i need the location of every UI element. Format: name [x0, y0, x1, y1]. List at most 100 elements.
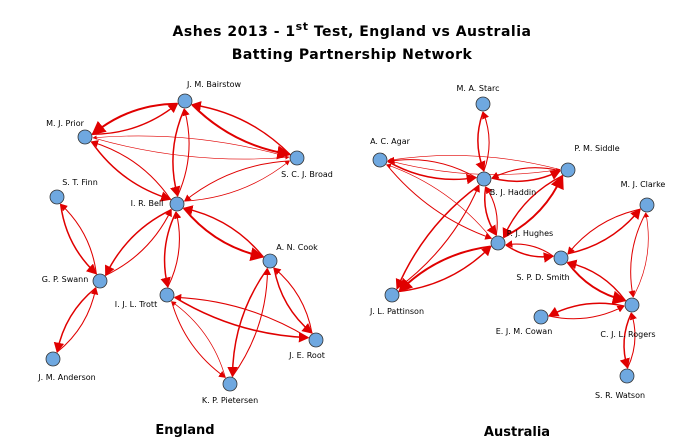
partnership-edge [627, 312, 637, 369]
player-label: M. J. Prior [46, 119, 85, 128]
partnership-edge [177, 108, 190, 197]
player-node [159, 287, 175, 303]
partnership-edge [628, 212, 647, 298]
partnership-edge [396, 184, 480, 290]
partnership-edge [104, 208, 172, 277]
partnership-edge [191, 103, 292, 160]
player-node [45, 351, 61, 367]
partnership-edge [387, 160, 478, 185]
team-label: Australia [484, 425, 550, 440]
player-node [308, 332, 324, 348]
player-label: A. N. Cook [276, 243, 318, 252]
player-node [490, 235, 506, 251]
partnership-edge [387, 155, 561, 170]
partnership-edge [547, 302, 625, 317]
player-node [289, 150, 305, 166]
partnership-edge [632, 212, 650, 298]
partnership-edge [59, 204, 98, 275]
partnership-edge [398, 245, 491, 293]
partnership-edge [273, 267, 313, 334]
partnership-edge [475, 111, 486, 172]
partnership-edge [566, 261, 627, 305]
partnership-edge [491, 167, 561, 179]
player-label: I. J. L. Trott [115, 300, 157, 309]
partnership-edge [105, 208, 172, 276]
partnership-edge [619, 312, 633, 370]
player-label: M. J. Clarke [621, 180, 666, 189]
partnership-edge [567, 208, 641, 255]
player-label: P. J. Hughes [507, 229, 553, 238]
partnership-edge [174, 296, 310, 343]
player-label: J. E. Root [288, 351, 325, 360]
player-node [624, 297, 640, 313]
player-node [639, 197, 655, 213]
partnership-edge [502, 175, 563, 239]
partnership-edge [183, 160, 290, 202]
player-label: I. R. Bell [131, 199, 164, 208]
partnership-edge [90, 141, 172, 202]
partnership-edge [566, 259, 626, 301]
partnership-edge [184, 160, 290, 202]
player-node [222, 376, 238, 392]
partnership-edge [485, 186, 498, 236]
player-label: J. M. Bairstow [186, 80, 242, 89]
partnership-edge [191, 101, 291, 155]
partnership-edge [273, 267, 313, 334]
player-label: A. C. Agar [370, 137, 411, 146]
player-label: E. J. M. Cowan [496, 327, 553, 336]
player-node [553, 250, 569, 266]
partnership-edge [182, 205, 264, 258]
player-node [619, 368, 635, 384]
player-node [262, 253, 278, 269]
partnership-edge [548, 305, 625, 320]
player-label: S. C. J. Broad [281, 170, 333, 179]
partnership-edge [167, 211, 182, 288]
subtitle: Batting Partnership Network [232, 47, 473, 63]
team-label: England [155, 423, 214, 438]
player-label: G. P. Swann [42, 275, 89, 284]
partnership-edge [53, 287, 97, 354]
player-node [475, 96, 491, 112]
partnership-edge [399, 245, 492, 293]
player-label: K. P. Pietersen [202, 396, 258, 405]
title: Ashes 2013 - 1st Test, England vs Austra… [173, 20, 532, 40]
partnership-edge [386, 164, 493, 240]
partnership-edge [92, 103, 179, 135]
partnership-edge [567, 208, 641, 255]
edges [53, 101, 650, 378]
partnership-edge [505, 244, 555, 263]
partnership-edge [171, 301, 226, 378]
title-text: Test, England vs Australia [308, 24, 531, 40]
partnership-edge [386, 163, 492, 239]
partnership-edge [173, 293, 309, 339]
partnership-edge [387, 160, 561, 175]
player-node [560, 162, 576, 178]
player-node [384, 287, 400, 303]
partnership-edge [505, 240, 554, 257]
player-node [49, 189, 65, 205]
player-label: S. T. Finn [62, 178, 98, 187]
partnership-edge [503, 174, 564, 239]
partnership-edge [56, 287, 99, 353]
player-node [476, 171, 492, 187]
title-superscript: st [296, 20, 309, 33]
partnership-edge [482, 111, 490, 172]
partnership-edge [387, 156, 477, 179]
player-node [169, 196, 185, 212]
player-label: S. P. D. Smith [516, 273, 569, 282]
partnership-edge [227, 268, 269, 378]
partnership-edge [92, 135, 290, 158]
partnership-edge [484, 186, 497, 237]
partnership-edge [170, 108, 186, 198]
partnership-edge [232, 267, 272, 377]
partnership-edge [183, 207, 265, 262]
player-label: C. J. L. Rogers [600, 330, 655, 339]
partnership-edge [395, 184, 480, 290]
title-text: Ashes 2013 - 1 [173, 24, 296, 40]
partnership-edge [60, 203, 97, 274]
player-label: M. A. Starc [456, 84, 499, 93]
nodes: J. M. Bairstow M. J. Prior S. C. J. Broad S… [37, 80, 665, 440]
partnership-edge [92, 137, 290, 160]
player-label: P. M. Siddle [574, 144, 619, 153]
